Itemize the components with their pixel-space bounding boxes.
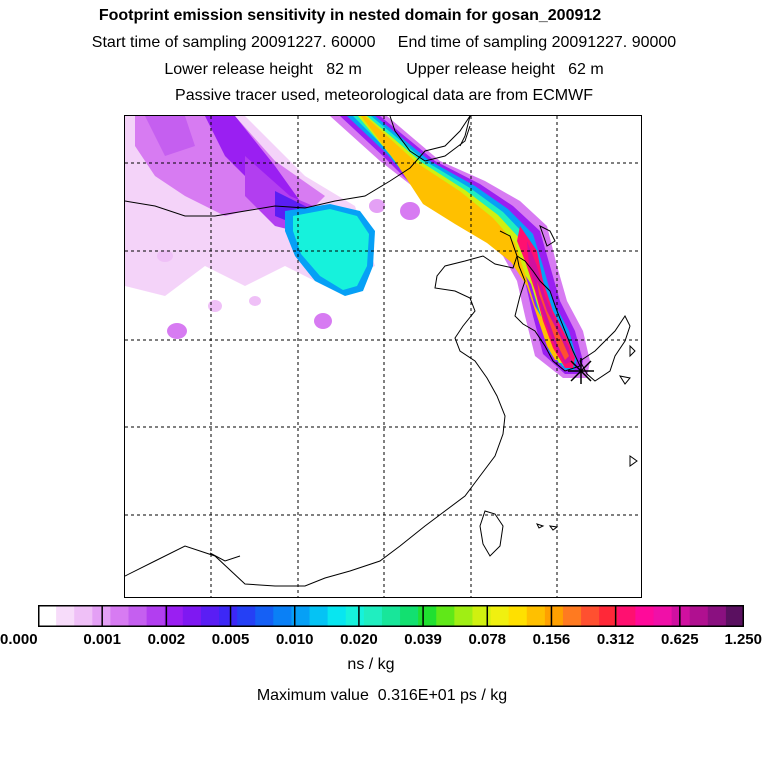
colorbar-border <box>38 605 744 627</box>
colorbar-swatch <box>400 605 419 627</box>
coastlines <box>125 116 638 587</box>
colorbar-swatch <box>725 605 744 627</box>
colorbar-swatch <box>508 605 528 627</box>
colorbar-tick-label: 0.312 <box>596 631 635 648</box>
colorbar-swatch <box>635 605 655 627</box>
colorbar-swatch <box>671 605 691 627</box>
colorbar-swatch <box>381 605 401 627</box>
colorbar-swatch <box>200 605 220 627</box>
colorbar-swatch <box>74 605 93 627</box>
colorbar-swatch <box>182 605 202 627</box>
colorbar-tick-label: 0.005 <box>211 631 250 648</box>
colorbar-swatch <box>436 605 455 627</box>
colorbar-tick-label: 0.010 <box>275 631 314 648</box>
colorbar-swatch <box>327 605 347 627</box>
colorbar-swatch <box>164 605 184 627</box>
colorbar-unit-label: ns / kg <box>347 656 395 673</box>
colorbar-tick-label: 0.078 <box>468 631 507 648</box>
colorbar-swatch <box>689 605 709 627</box>
release-site-marker <box>568 358 594 384</box>
tracer-info-line: Passive tracer used, meteorological data… <box>175 87 593 104</box>
colorbar-swatch <box>219 605 238 627</box>
colorbar-tick-label: 0.039 <box>404 631 442 648</box>
colorbar-swatch <box>309 605 329 627</box>
colorbar-swatch <box>110 605 130 627</box>
colorbar-swatch <box>544 605 564 627</box>
colorbar-swatch <box>472 605 492 627</box>
colorbar-tick-label: 0.156 <box>532 631 571 648</box>
colorbar-swatch <box>418 605 437 627</box>
colorbar-swatch <box>291 605 311 627</box>
map-panel <box>124 115 642 598</box>
colorbar-swatch <box>653 605 673 627</box>
colorbar-tick-label: 0.002 <box>147 631 186 648</box>
colorbar-tick-label: 0.001 <box>83 631 121 648</box>
colorbar-swatch <box>255 605 274 627</box>
colorbar-swatch <box>146 605 166 627</box>
colorbar <box>38 605 744 627</box>
colorbar-swatch <box>128 605 148 627</box>
colorbar-swatch <box>363 605 383 627</box>
colorbar-tick-label: 0.000 <box>0 631 38 648</box>
colorbar-swatch <box>38 605 57 627</box>
colorbar-swatch <box>345 605 365 627</box>
colorbar-tick-label: 0.625 <box>661 631 699 648</box>
colorbar-swatch <box>526 605 546 627</box>
colorbar-swatch <box>581 605 600 627</box>
colorbar-tick-label: 0.020 <box>340 631 378 648</box>
colorbar-swatch <box>56 605 75 627</box>
colorbar-swatch <box>454 605 474 627</box>
colorbar-swatch <box>237 605 256 627</box>
graticule <box>125 116 641 597</box>
colorbar-tick-label: 1.250 <box>724 631 762 648</box>
colorbar-swatch <box>599 605 618 627</box>
maximum-value-label: Maximum value 0.316E+01 ps / kg <box>256 687 508 704</box>
colorbar-swatch <box>562 605 582 627</box>
map-canvas <box>125 116 641 597</box>
map-title: Footprint emission sensitivity in nested… <box>98 7 602 24</box>
sensitivity-field <box>125 116 590 378</box>
colorbar-swatch <box>617 605 636 627</box>
colorbar-swatch <box>707 605 727 627</box>
colorbar-swatch <box>490 605 510 627</box>
sampling-time-line: Start time of sampling 20091227. 60000 E… <box>91 34 677 51</box>
release-height-line: Lower release height 82 m Upper release … <box>164 61 604 78</box>
colorbar-swatch <box>273 605 293 627</box>
